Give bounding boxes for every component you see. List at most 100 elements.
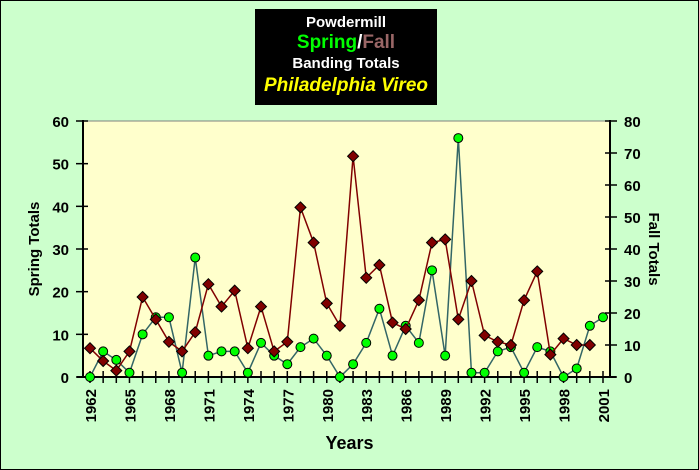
fall-data-point (438, 233, 452, 246)
fall-data-point (215, 300, 228, 313)
spring-data-point (453, 133, 464, 144)
fall-data-point (544, 348, 557, 361)
fall-data-point (307, 236, 320, 249)
fall-data-point (465, 274, 478, 288)
spring-data-point (282, 359, 293, 370)
x-tick-label: 1965 (122, 389, 139, 422)
fall-data-point (136, 290, 149, 304)
y-tick-label-right: 50 (624, 210, 641, 227)
chart-title-box: Powdermill Spring/Fall Banding Totals Ph… (255, 9, 437, 105)
spring-data-point (137, 329, 148, 340)
fall-data-point (281, 335, 294, 349)
spring-data-point (519, 367, 530, 378)
spring-data-point (242, 367, 253, 378)
spring-data-point (203, 350, 214, 361)
spring-data-point (308, 333, 319, 344)
legend-spring: Spring (296, 32, 358, 53)
spring-data-point (361, 337, 372, 348)
x-tick-label: 1983 (359, 389, 376, 422)
title-slash: / (357, 32, 363, 53)
spring-data-point (177, 367, 188, 378)
x-tick-label: 1977 (280, 389, 297, 422)
fall-data-point (399, 322, 412, 336)
fall-data-point (517, 293, 531, 307)
title-species: Philadelphia Vireo (263, 75, 428, 96)
spring-data-point (124, 367, 135, 378)
y-tick-label-left: 10 (52, 327, 69, 344)
y-tick-label-right: 0 (624, 370, 632, 387)
y-axis-title-left: Spring Totals (26, 202, 43, 297)
title-line-location: Powdermill (305, 14, 387, 31)
y-tick-label-right: 40 (624, 242, 641, 259)
y-axis-title-right: Fall Totals (645, 212, 662, 285)
spring-data-point (374, 303, 385, 314)
title-line-subject: Banding Totals (292, 55, 400, 72)
spring-data-point (413, 337, 424, 348)
spring-data-point (427, 265, 437, 276)
y-tick-label-left: 0 (61, 370, 69, 387)
y-tick-label-right: 10 (624, 338, 641, 355)
fall-data-point (386, 316, 399, 329)
fall-data-point (241, 341, 255, 355)
y-tick-label-right: 30 (624, 274, 641, 291)
y-tick-label-left: 40 (52, 199, 69, 216)
fall-data-point (96, 354, 110, 368)
fall-data-point (504, 338, 518, 352)
spring-data-point (492, 346, 503, 357)
spring-data-point (111, 354, 122, 365)
fall-data-point (373, 258, 386, 272)
x-tick-label: 1989 (438, 389, 455, 422)
fall-data-point (583, 338, 597, 352)
fall-data-point (320, 297, 333, 310)
x-tick-label: 1971 (201, 389, 218, 422)
y-tick-label-left: 60 (52, 114, 69, 131)
fall-data-point (267, 345, 281, 358)
x-tick-label: 1968 (162, 389, 179, 422)
fall-data-point (202, 277, 215, 291)
y-tick-label-left: 30 (52, 242, 69, 259)
fall-data-point (83, 341, 97, 355)
fall-data-point (175, 345, 189, 358)
spring-data-point (348, 359, 359, 370)
y-tick-label-right: 60 (624, 178, 641, 195)
x-tick-label: 1998 (557, 389, 574, 422)
spring-data-point (479, 367, 490, 378)
spring-series-line (89, 138, 604, 379)
fall-data-point (162, 335, 176, 349)
spring-data-point (334, 372, 345, 382)
y-tick-label-left: 50 (52, 157, 69, 174)
legend-fall: Fall (362, 32, 396, 53)
fall-data-point (123, 345, 136, 358)
y-tick-label-left: 20 (52, 285, 69, 302)
fall-data-point (110, 364, 123, 377)
fall-data-point (149, 313, 162, 326)
fall-data-point (478, 329, 491, 342)
x-tick-label: 1986 (399, 389, 416, 422)
fall-data-point (557, 332, 570, 345)
fall-data-point (491, 335, 504, 349)
spring-data-point (256, 337, 266, 348)
spring-data-point (532, 342, 543, 353)
spring-data-point (598, 312, 608, 323)
fall-data-point (189, 325, 202, 339)
spring-data-point (321, 350, 332, 361)
fall-data-point (346, 149, 360, 163)
spring-data-point (163, 312, 174, 323)
fall-data-point (452, 313, 465, 326)
x-tick-label: 1992 (478, 389, 495, 422)
spring-data-point (571, 363, 582, 374)
x-tick-label: 2001 (596, 389, 613, 422)
spring-data-point (466, 367, 477, 378)
spring-data-point (387, 350, 398, 361)
spring-data-point (85, 372, 95, 382)
y-tick-label-right: 80 (624, 114, 641, 131)
fall-data-point (570, 338, 583, 352)
fall-data-point (425, 236, 439, 249)
spring-data-point (229, 346, 240, 357)
spring-data-point (558, 372, 569, 382)
fall-data-point (531, 265, 544, 278)
spring-data-point (584, 320, 595, 331)
fall-data-point (412, 293, 426, 307)
fall-data-point (333, 319, 347, 333)
